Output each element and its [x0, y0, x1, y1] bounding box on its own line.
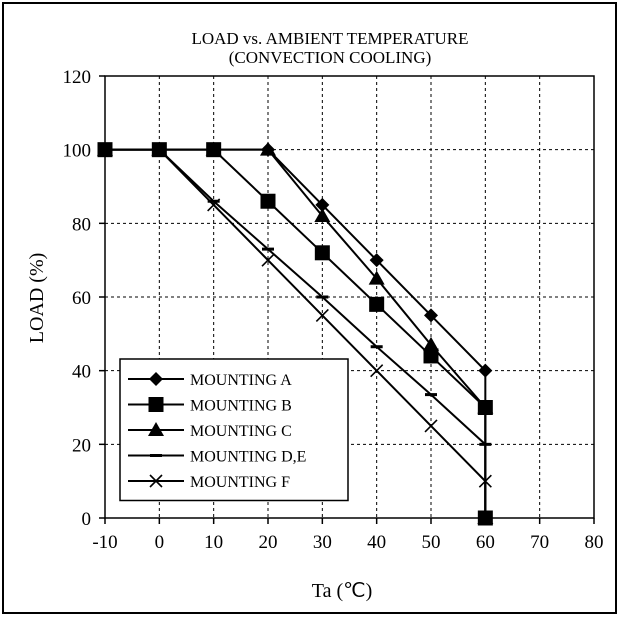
- data-point: [423, 348, 439, 364]
- x-tick-label: 10: [204, 532, 223, 553]
- data-point: [477, 399, 494, 414]
- data-point: [152, 143, 166, 157]
- x-tick-label: 50: [422, 532, 441, 553]
- legend-label: MOUNTING D,E: [190, 449, 306, 466]
- x-marker-stroke: [261, 253, 275, 267]
- chart-title: LOAD vs. AMBIENT TEMPERATURE: [191, 29, 468, 48]
- data-point: [149, 474, 163, 488]
- data-point: [149, 372, 163, 386]
- x-marker-stroke: [424, 419, 438, 433]
- x-tick-label: 80: [585, 532, 604, 553]
- y-tick-label: 40: [72, 362, 91, 383]
- y-tick-label: 20: [72, 435, 91, 456]
- series-mounting-f: [98, 143, 492, 525]
- data-point: [478, 363, 493, 378]
- data-point: [207, 198, 221, 212]
- y-tick-label: 120: [63, 67, 92, 88]
- data-point: [425, 393, 437, 397]
- data-point: [370, 345, 383, 349]
- chart-subtitle: (CONVECTION COOLING): [229, 48, 432, 67]
- x-marker-stroke: [152, 143, 166, 157]
- y-tick-label: 100: [63, 141, 92, 162]
- legend-label: MOUNTING A: [190, 372, 292, 389]
- x-marker-stroke: [315, 308, 329, 322]
- data-point: [207, 199, 220, 203]
- x-tick-label: 20: [259, 532, 278, 553]
- data-point: [314, 207, 331, 222]
- x-tick-label: 70: [530, 532, 549, 553]
- x-marker-stroke: [370, 364, 384, 378]
- data-point: [314, 245, 330, 261]
- data-point: [205, 141, 222, 156]
- x-tick-label: 40: [367, 532, 386, 553]
- data-point: [262, 247, 274, 251]
- data-point: [148, 397, 164, 412]
- legend-label: MOUNTING B: [190, 398, 292, 415]
- data-point: [150, 454, 162, 457]
- data-point: [424, 419, 438, 433]
- x-marker-stroke: [478, 474, 492, 488]
- data-point: [261, 253, 275, 267]
- series-layer: [97, 141, 494, 526]
- y-tick-label: 60: [72, 288, 91, 309]
- data-point: [368, 270, 385, 285]
- data-point: [478, 511, 492, 525]
- x-marker-stroke: [149, 474, 163, 488]
- legend-item: MOUNTING F: [128, 474, 290, 491]
- legend-label: MOUNTING F: [190, 474, 290, 491]
- data-point: [369, 296, 385, 312]
- series-mounting-c: [97, 141, 494, 524]
- x-tick-label: 0: [155, 532, 165, 553]
- data-point: [260, 141, 276, 156]
- data-point: [315, 308, 329, 322]
- x-tick-label: 60: [476, 532, 495, 553]
- legend-item: MOUNTING D,E: [128, 449, 306, 466]
- data-point: [478, 474, 492, 488]
- data-point: [424, 308, 438, 323]
- data-point: [98, 143, 112, 157]
- y-tick-label: 80: [72, 214, 91, 235]
- legend-item: MOUNTING A: [128, 372, 292, 389]
- data-point: [369, 253, 384, 268]
- data-point: [370, 364, 384, 378]
- y-axis-label: LOAD (%): [26, 253, 48, 344]
- data-point: [315, 197, 330, 212]
- legend-item: MOUNTING C: [128, 422, 292, 440]
- y-tick-label: 0: [82, 509, 92, 530]
- data-point: [423, 336, 439, 351]
- x-tick-label: -10: [92, 532, 117, 553]
- data-point: [316, 295, 329, 299]
- x-axis-label: Ta (℃): [312, 580, 372, 602]
- data-point: [260, 193, 276, 209]
- data-point: [148, 422, 164, 436]
- legend: MOUNTING A MOUNTING B MOUNTING C MOUNTING D…: [119, 358, 349, 502]
- legend-item: MOUNTING B: [128, 397, 292, 415]
- x-tick-label: 30: [313, 532, 332, 553]
- x-marker-stroke: [98, 143, 112, 157]
- x-marker-stroke: [207, 198, 221, 212]
- data-point: [479, 442, 492, 446]
- legend-label: MOUNTING C: [190, 423, 292, 440]
- x-marker-stroke: [478, 511, 492, 525]
